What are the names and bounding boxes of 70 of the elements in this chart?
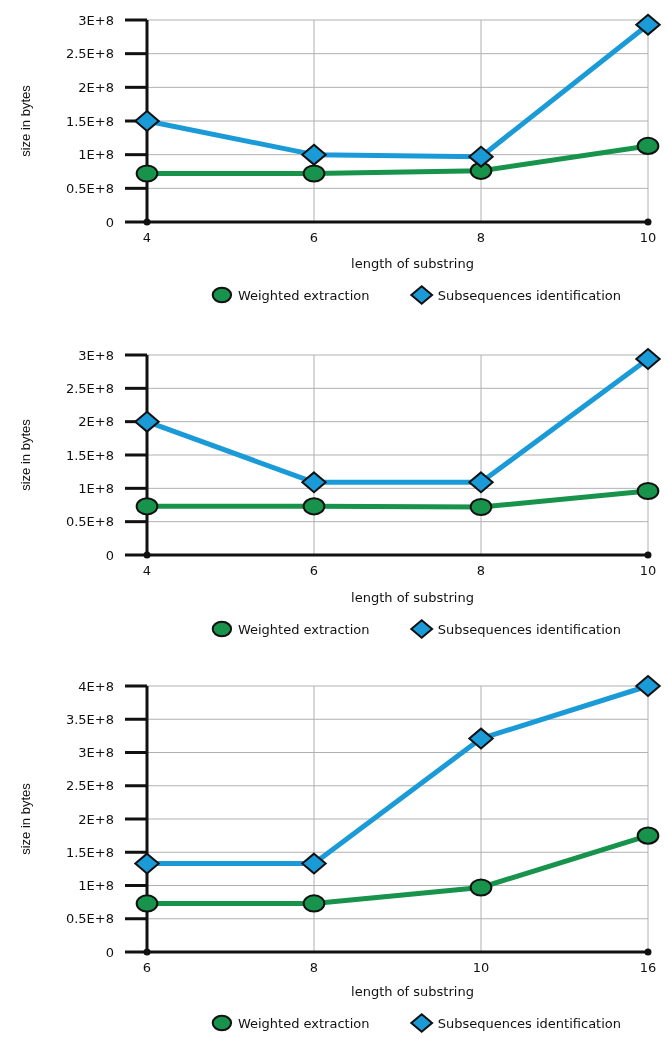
y-tick-label: 0 [105,944,114,960]
y-tick-label: 2E+8 [78,79,114,95]
y-tick-label: 3E+8 [78,347,114,363]
legend-label: Subsequences identification [437,1016,622,1031]
y-tick-label: 2.5E+8 [65,778,114,794]
point [636,826,660,845]
x-axis-title: length of substring [351,590,474,605]
x-tick-label: 4 [142,563,152,578]
point [135,894,159,913]
x-tick-label: 6 [309,230,319,245]
point [301,143,327,166]
point [468,145,494,168]
y-tick-label: 4E+8 [78,678,114,694]
point [302,164,326,183]
point [468,727,494,750]
y-axis-title: size in bytes [18,418,33,491]
point [134,410,160,433]
y-tick-label: 2.5E+8 [65,46,114,62]
point [301,471,327,494]
point [302,497,326,516]
point [469,497,493,517]
legend-label: Subsequences identification [437,288,622,303]
y-tick-label: 0.5E+8 [65,180,114,196]
x-tick-label: 8 [309,960,319,975]
y-tick-label: 1.5E+8 [65,447,114,463]
x-axis-title: length of substring [351,256,474,271]
y-tick-label: 1.5E+8 [65,844,114,860]
point [635,675,661,697]
point [469,878,493,897]
legend-label: Subsequences identification [437,622,622,637]
y-tick-label: 3E+8 [78,12,114,28]
point [468,471,494,494]
y-tick-label: 0 [105,214,114,230]
point [635,348,661,370]
y-tick-label: 1E+8 [78,480,114,496]
point [636,136,660,156]
y-tick-label: 2E+8 [78,414,114,430]
y-tick-label: 3E+8 [78,745,114,761]
point [134,110,160,132]
x-tick-label: 16 [639,960,657,975]
y-tick-label: 1E+8 [78,878,114,894]
y-tick-label: 1.5E+8 [65,113,114,129]
point [302,894,326,913]
y-tick-label: 0.5E+8 [65,911,114,927]
legend-label: Weighted extraction [237,622,370,637]
point [135,164,159,183]
x-tick-label: 8 [476,563,486,578]
x-tick-label: 6 [142,960,152,975]
x-tick-label: 4 [142,230,152,245]
y-tick-label: 2.5E+8 [65,380,114,396]
x-tick-label: 10 [472,960,490,975]
y-tick-label: 2E+8 [78,811,114,827]
point [301,852,327,875]
x-tick-label: 10 [639,563,657,578]
y-axis-title: size in bytes [18,782,33,855]
y-axis-title: size in bytes [18,84,33,157]
x-tick-label: 8 [476,230,486,245]
point [636,481,660,501]
x-tick-label: 10 [639,230,657,245]
legend-label: Weighted extraction [237,1016,370,1031]
x-tick-label: 6 [309,563,319,578]
y-tick-label: 1E+8 [78,147,114,163]
point [135,497,159,516]
y-tick-label: 0 [105,547,114,563]
legend-label: Weighted extraction [237,288,370,303]
y-tick-label: 0.5E+8 [65,514,114,530]
x-axis-title: length of substring [351,984,474,999]
y-tick-label: 3.5E+8 [65,711,114,727]
point [635,13,661,36]
point [134,852,160,875]
